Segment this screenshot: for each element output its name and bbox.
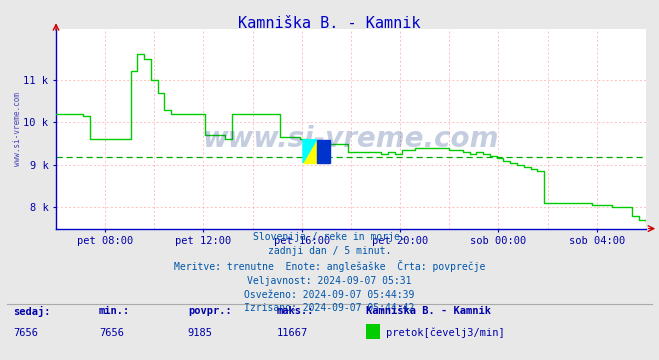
- Text: Kamniška B. - Kamnik: Kamniška B. - Kamnik: [239, 16, 420, 31]
- Text: 7656: 7656: [13, 328, 38, 338]
- Text: pretok[čevelj3/min]: pretok[čevelj3/min]: [386, 328, 504, 338]
- Text: 9185: 9185: [188, 328, 213, 338]
- Text: maks.:: maks.:: [277, 306, 314, 316]
- Text: povpr.:: povpr.:: [188, 306, 231, 316]
- Polygon shape: [303, 140, 316, 163]
- Text: min.:: min.:: [99, 306, 130, 316]
- Text: www.si-vreme.com: www.si-vreme.com: [203, 125, 499, 153]
- Text: 11667: 11667: [277, 328, 308, 338]
- Text: Kamniška B. - Kamnik: Kamniška B. - Kamnik: [366, 306, 491, 316]
- Text: www.si-vreme.com: www.si-vreme.com: [13, 92, 22, 166]
- Text: sedaj:: sedaj:: [13, 306, 51, 317]
- Polygon shape: [316, 140, 330, 163]
- Polygon shape: [303, 140, 316, 163]
- Text: Slovenija / reke in morje.
zadnji dan / 5 minut.
Meritve: trenutne  Enote: angle: Slovenija / reke in morje. zadnji dan / …: [174, 232, 485, 313]
- Text: 7656: 7656: [99, 328, 124, 338]
